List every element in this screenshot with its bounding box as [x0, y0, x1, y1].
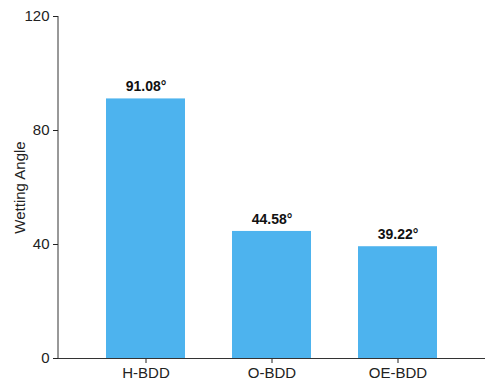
svg-text:0: 0 [41, 349, 49, 366]
svg-text:80: 80 [33, 121, 50, 138]
svg-text:H-BDD: H-BDD [122, 364, 170, 381]
svg-text:91.08°: 91.08° [126, 78, 167, 94]
svg-text:39.22°: 39.22° [378, 226, 419, 242]
svg-text:120: 120 [24, 7, 49, 24]
svg-text:40: 40 [33, 235, 50, 252]
svg-text:OE-BDD: OE-BDD [369, 364, 428, 381]
svg-text:Wetting Angle: Wetting Angle [11, 141, 28, 233]
svg-text:44.58°: 44.58° [252, 211, 293, 227]
svg-text:O-BDD: O-BDD [248, 364, 297, 381]
